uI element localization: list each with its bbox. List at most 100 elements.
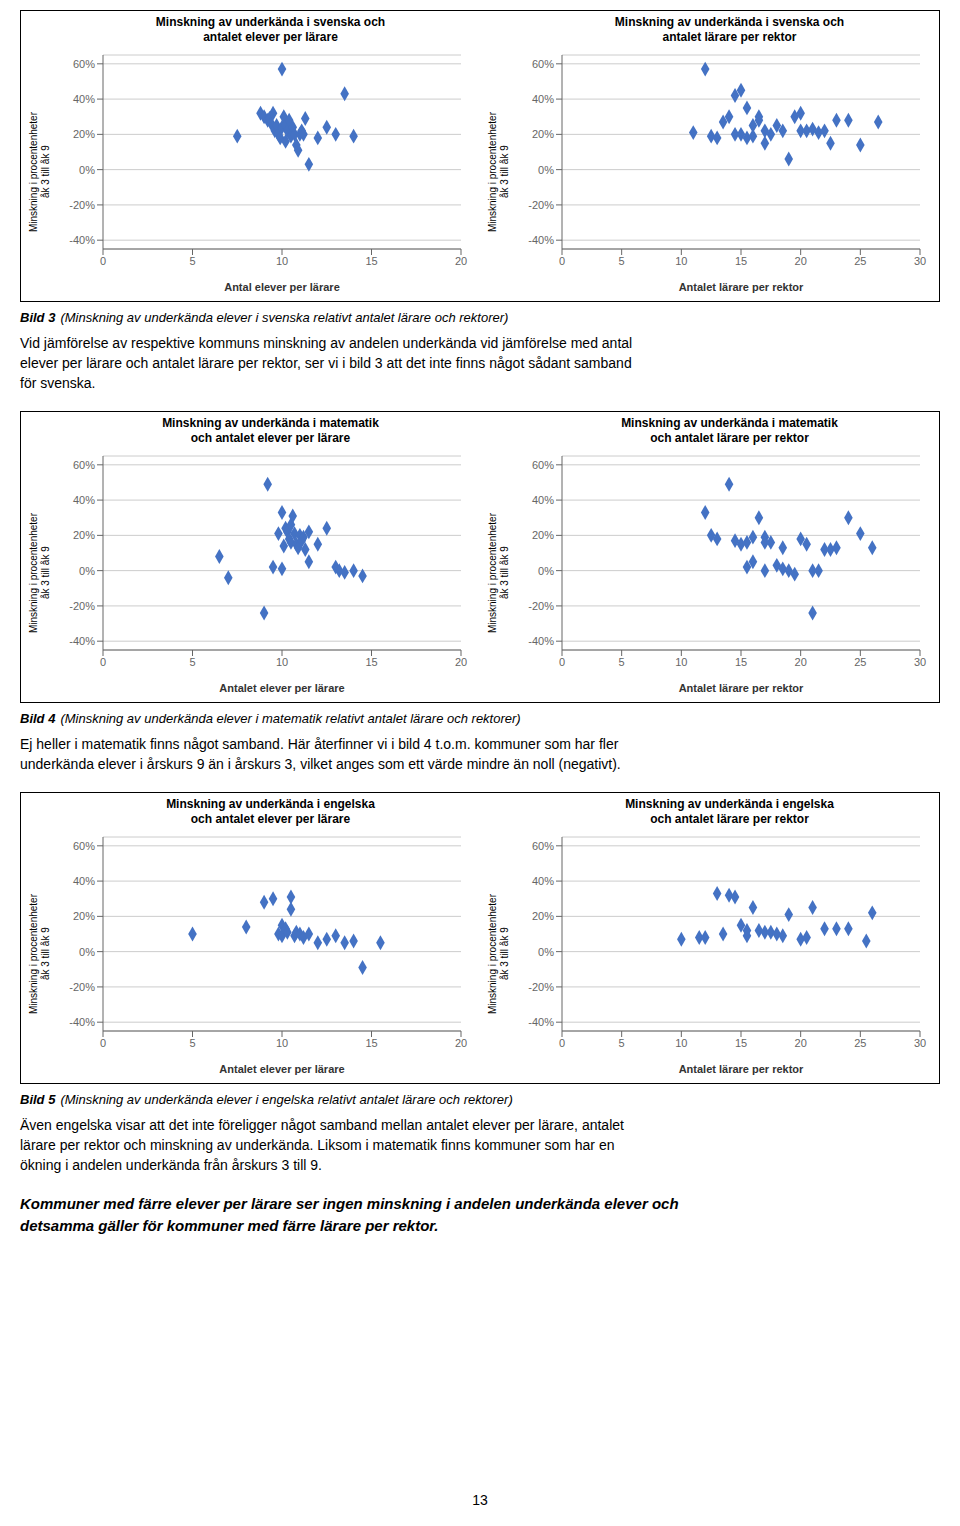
svg-text:10: 10 [675,656,687,668]
svg-text:-40%: -40% [69,1016,95,1028]
html-text:Minskning av underkända i mate: Minskning av underkända i matematik och … [162,416,379,445]
svg-text:40%: 40% [73,494,95,506]
svg-text:40%: 40% [532,93,554,105]
svg-text:-20%: -20% [528,199,554,211]
svg-text:20: 20 [455,656,467,668]
html-text:Minskning i procentenheter åk: Minskning i procentenheter åk 3 till åk … [487,112,510,232]
html-text:för svenska.: för svenska. [20,375,96,391]
svg-text:10: 10 [675,255,687,267]
svg-text:0%: 0% [79,565,95,577]
svg-text:15: 15 [735,656,747,668]
svg-text:25: 25 [854,1037,866,1049]
svg-text:5: 5 [189,656,195,668]
svg-text:25: 25 [854,255,866,267]
svg-text:Antal elever per lärare: Antal elever per lärare [224,281,340,293]
svg-text:25: 25 [854,656,866,668]
svg-text:0: 0 [559,656,565,668]
html-text:Vid jämförelse av respektive k: Vid jämförelse av respektive kommuns min… [20,335,633,351]
svg-text:10: 10 [675,1037,687,1049]
svg-text:-20%: -20% [69,199,95,211]
html-text:Även engelska visar att det in: Även engelska visar att det inte förelig… [20,1117,624,1133]
svg-text:20%: 20% [532,910,554,922]
svg-text:20%: 20% [73,128,95,140]
svg-text:15: 15 [735,1037,747,1049]
svg-text:Antalet lärare per rektor: Antalet lärare per rektor [679,1063,804,1075]
svg-text:5: 5 [619,656,625,668]
svg-text:20: 20 [795,656,807,668]
svg-text:0%: 0% [538,946,554,958]
svg-text:Antalet elever per lärare: Antalet elever per lärare [219,1063,344,1075]
html-text:Minskning av underkända i sven: Minskning av underkända i svenska och an… [614,15,845,44]
svg-text:15: 15 [365,255,377,267]
svg-text:10: 10 [276,656,288,668]
svg-text:60%: 60% [532,459,554,471]
svg-text:-40%: -40% [528,635,554,647]
html-text:underkända elever i årskurs 9: underkända elever i årskurs 9 än i årsku… [20,756,621,772]
html-text:Minskning i procentenheter åk: Minskning i procentenheter åk 3 till åk … [28,112,51,232]
svg-text:-20%: -20% [528,600,554,612]
html-text:elever per lärare och antalet: elever per lärare och antalet lärare per… [20,355,632,371]
svg-text:0%: 0% [79,164,95,176]
svg-text:Antalet elever per lärare: Antalet elever per lärare [219,682,344,694]
svg-text:-40%: -40% [528,234,554,246]
svg-text:20%: 20% [532,128,554,140]
svg-text:5: 5 [189,255,195,267]
svg-text:30: 30 [914,1037,926,1049]
html-text:Minskning av underkända i enge: Minskning av underkända i engelska och a… [166,797,375,826]
html-text:Minskning i procentenheter åk: Minskning i procentenheter åk 3 till åk … [28,513,51,633]
svg-text:60%: 60% [73,459,95,471]
svg-text:0: 0 [100,656,106,668]
svg-text:Antalet lärare per rektor: Antalet lärare per rektor [679,682,804,694]
svg-text:20: 20 [455,255,467,267]
svg-text:30: 30 [914,255,926,267]
svg-text:40%: 40% [532,875,554,887]
svg-text:15: 15 [735,255,747,267]
svg-text:0%: 0% [79,946,95,958]
svg-text:40%: 40% [73,93,95,105]
svg-text:20: 20 [795,1037,807,1049]
svg-text:0: 0 [559,255,565,267]
svg-text:0%: 0% [538,565,554,577]
html-text:detsamma gäller för kommuner m: detsamma gäller för kommuner med färre l… [20,1217,439,1234]
svg-text:10: 10 [276,255,288,267]
html-text:Minskning i procentenheter åk: Minskning i procentenheter åk 3 till åk … [487,513,510,633]
svg-text:60%: 60% [73,840,95,852]
svg-text:5: 5 [619,255,625,267]
html-text:lärare per rektor och minsknin: lärare per rektor och minskning av under… [20,1137,615,1153]
svg-text:0%: 0% [538,164,554,176]
svg-text:20%: 20% [73,529,95,541]
html-text:Minskning i procentenheter åk: Minskning i procentenheter åk 3 till åk … [28,894,51,1014]
svg-text:Antalet lärare per rektor: Antalet lärare per rektor [679,281,804,293]
svg-text:40%: 40% [532,494,554,506]
svg-text:60%: 60% [532,840,554,852]
svg-text:60%: 60% [73,58,95,70]
svg-text:-40%: -40% [528,1016,554,1028]
html-text:Kommuner med färre elever per: Kommuner med färre elever per lärare ser… [20,1195,679,1212]
svg-text:-20%: -20% [69,600,95,612]
svg-text:30: 30 [914,656,926,668]
svg-text:20: 20 [795,255,807,267]
html-text:Minskning av underkända i sven: Minskning av underkända i svenska och an… [155,15,386,44]
html-text:ökning i andelen underkända fr: ökning i andelen underkända från årskurs… [20,1157,322,1173]
svg-text:0: 0 [100,1037,106,1049]
svg-text:-40%: -40% [69,635,95,647]
svg-text:5: 5 [619,1037,625,1049]
html-text:Minskning av underkända i mate: Minskning av underkända i matematik och … [621,416,838,445]
svg-text:-20%: -20% [69,981,95,993]
svg-text:20%: 20% [73,910,95,922]
svg-text:5: 5 [189,1037,195,1049]
svg-text:0: 0 [559,1037,565,1049]
svg-text:0: 0 [100,255,106,267]
svg-text:60%: 60% [532,58,554,70]
svg-text:20%: 20% [532,529,554,541]
svg-text:-20%: -20% [528,981,554,993]
svg-text:10: 10 [276,1037,288,1049]
html-text:Ej heller i matematik finns nå: Ej heller i matematik finns något samban… [20,736,619,752]
svg-text:15: 15 [365,656,377,668]
svg-text:-40%: -40% [69,234,95,246]
html-text:Minskning av underkända i enge: Minskning av underkända i engelska och a… [625,797,834,826]
svg-text:15: 15 [365,1037,377,1049]
svg-text:40%: 40% [73,875,95,887]
svg-text:20: 20 [455,1037,467,1049]
html-text:Minskning i procentenheter åk: Minskning i procentenheter åk 3 till åk … [487,894,510,1014]
